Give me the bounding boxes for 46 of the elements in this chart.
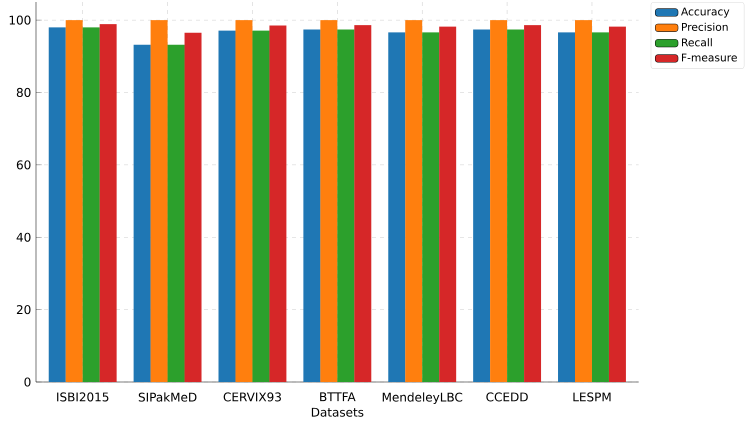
bar: [524, 25, 542, 382]
bar: [269, 26, 286, 382]
bar: [303, 30, 320, 382]
bar: [320, 20, 338, 382]
bar: [82, 27, 100, 382]
x-axis-title: Datasets: [312, 408, 364, 417]
y-tick-label: 60: [16, 160, 30, 170]
bar: [235, 20, 252, 382]
y-tick-label: 40: [16, 232, 30, 242]
legend-label: Recall: [682, 38, 712, 46]
bar: [218, 30, 236, 382]
bar: [354, 25, 372, 382]
bar: [473, 30, 490, 382]
bar: [134, 44, 151, 382]
bar: [48, 27, 66, 382]
bar: [388, 32, 406, 382]
y-tick-label: 0: [24, 377, 30, 387]
bar: [252, 30, 270, 382]
legend-label: F-measure: [682, 54, 737, 62]
bar: [337, 30, 354, 382]
bar: [558, 32, 575, 382]
legend-label: Accuracy: [681, 8, 730, 18]
x-tick-label: ISBI2015: [57, 392, 108, 402]
x-tick-label: CERVIX93: [224, 392, 281, 402]
bar: [168, 44, 185, 382]
bar: [100, 24, 117, 382]
bar: [507, 30, 524, 382]
y-tick-label: 80: [16, 88, 30, 98]
bar: [592, 32, 609, 382]
legend-label: Precision: [682, 22, 728, 31]
x-tick-label: BTTFA: [320, 392, 356, 402]
bar: [490, 20, 508, 382]
bar: [575, 20, 592, 382]
bar: [405, 20, 422, 382]
y-tick-label: 20: [16, 305, 30, 314]
bar: [184, 32, 202, 382]
bar: [422, 32, 440, 382]
bar: [66, 20, 83, 382]
bar: [608, 26, 626, 382]
x-tick-label: LESPM: [573, 392, 611, 402]
y-tick-label: 100: [10, 16, 30, 25]
x-tick-label: SIPakMeD: [138, 392, 196, 402]
bar: [150, 20, 168, 382]
x-tick-label: CCEDD: [486, 392, 528, 402]
x-tick-label: MendeleyLBC: [382, 392, 462, 404]
bar: [439, 26, 456, 382]
